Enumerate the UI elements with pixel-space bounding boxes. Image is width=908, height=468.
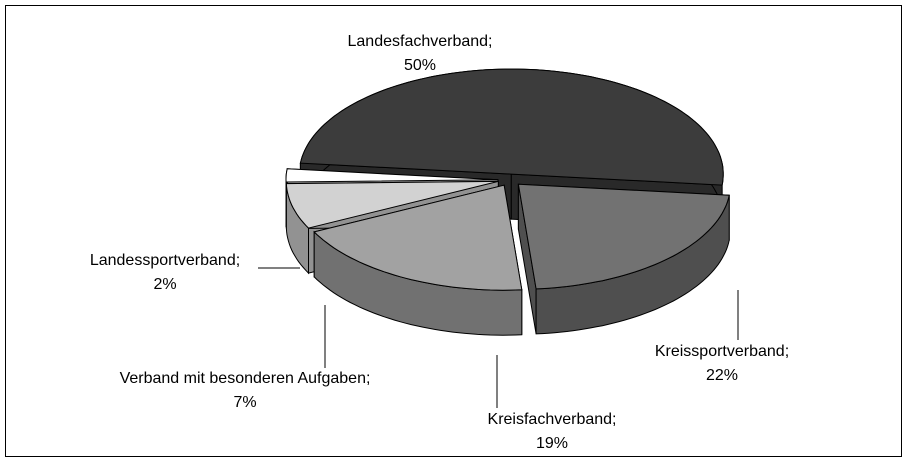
value-label: 22% (706, 367, 738, 384)
slice-label: Kreisfachverband; (488, 411, 617, 428)
slice (299, 68, 724, 186)
slice-side-shade (536, 195, 730, 334)
slice (313, 184, 523, 291)
slice-label: Verband mit besonderen Aufgaben; (120, 370, 371, 387)
slice-label: Landesfachverband; (348, 33, 493, 50)
value-label: 50% (404, 57, 436, 74)
slice (285, 168, 499, 183)
slice (285, 180, 499, 229)
value-label: 7% (233, 394, 256, 411)
slice-label: Landessportverband; (90, 252, 240, 269)
slice (517, 183, 730, 290)
value-label: 2% (153, 276, 176, 293)
slice-side-shade (314, 231, 522, 336)
value-label: 19% (536, 435, 568, 452)
slice-label: Kreissportverband; (655, 343, 789, 360)
slice-side-shade (518, 184, 537, 334)
